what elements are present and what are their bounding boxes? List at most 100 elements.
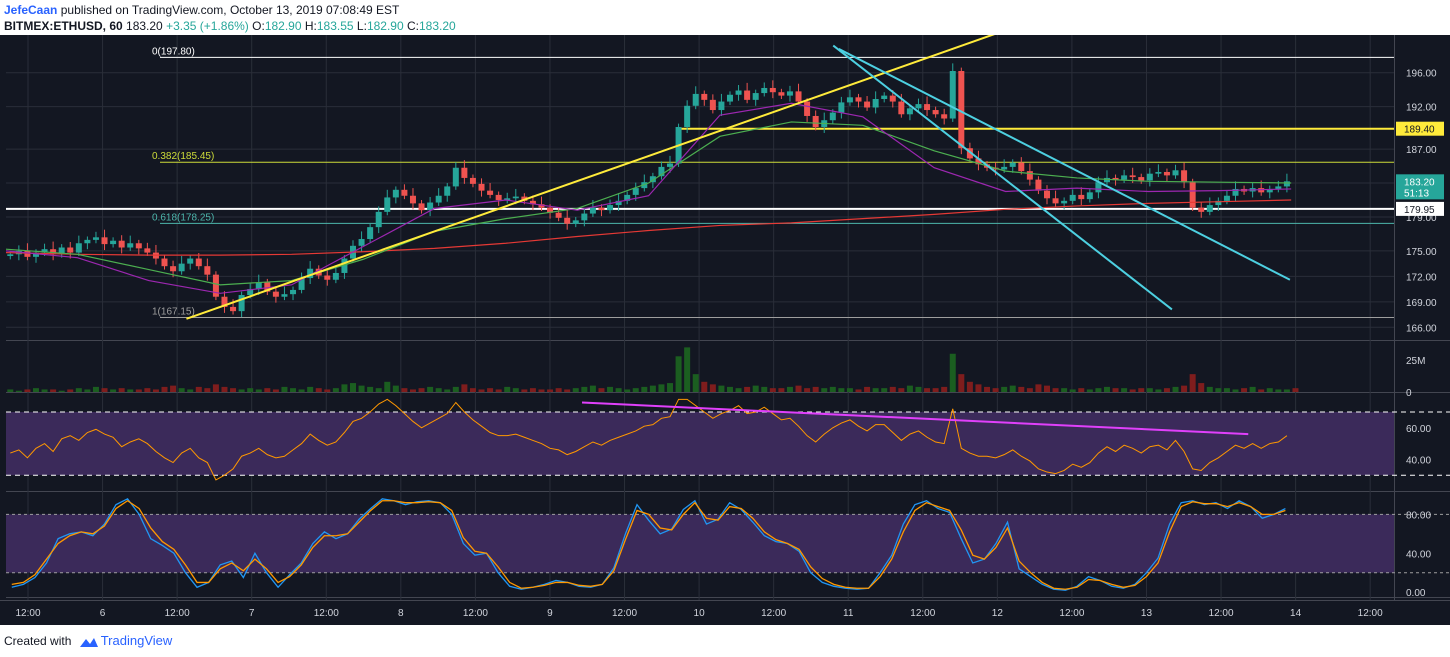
- candle-body: [367, 227, 374, 240]
- candle-body: [1018, 162, 1025, 172]
- candle-body: [1146, 173, 1153, 181]
- candle-body: [495, 194, 502, 200]
- fib-level-label: 0(197.80): [152, 46, 195, 57]
- stoch-band: [6, 514, 1394, 573]
- volume-bar: [435, 388, 442, 392]
- volume-bar: [838, 388, 845, 392]
- candle-body: [795, 91, 802, 102]
- candle-body: [692, 93, 699, 106]
- candle-body: [384, 197, 391, 212]
- volume-bar: [478, 389, 485, 392]
- candle-body: [272, 291, 279, 297]
- volume-bar: [92, 386, 99, 392]
- candle-body: [607, 205, 614, 211]
- volume-bar: [427, 386, 434, 392]
- tradingview-brand-link[interactable]: TradingView: [100, 633, 173, 648]
- volume-bar: [118, 388, 125, 392]
- volume-bar: [855, 389, 862, 392]
- volume-bar: [632, 388, 639, 392]
- candle-body: [58, 247, 65, 255]
- candle-body: [906, 108, 913, 115]
- close-value: 183.20: [418, 19, 456, 33]
- volume-bar: [547, 389, 554, 392]
- time-axis-label: 12:00: [612, 608, 637, 619]
- candle-body: [221, 296, 228, 307]
- volume-bar: [1232, 389, 1239, 392]
- volume-bar: [692, 374, 699, 392]
- candle-body: [846, 97, 853, 103]
- price-axis-marker-label: 179.95: [1404, 205, 1435, 216]
- volume-axis-tick: 25M: [1406, 356, 1425, 367]
- candle-body: [144, 248, 151, 253]
- trendline: [838, 48, 1291, 281]
- volume-bar: [881, 388, 888, 392]
- candle-body: [298, 278, 305, 290]
- candle-body: [529, 200, 536, 205]
- candle-body: [324, 275, 331, 280]
- volume-bar: [247, 388, 254, 392]
- volume-bar: [358, 385, 365, 392]
- price-axis-marker: [1396, 185, 1444, 200]
- volume-bar: [778, 388, 785, 392]
- author-link[interactable]: JefeCaan: [4, 3, 58, 17]
- volume-bar: [350, 383, 356, 392]
- volume-bar: [675, 356, 682, 392]
- volume-bar: [786, 386, 793, 392]
- price-axis-marker: [1396, 121, 1444, 136]
- chart-canvas[interactable]: 12:00 6 12:00 7 12:00 8 12:00 9 12:00 10 12:00 11 12…: [0, 35, 1450, 625]
- high-label: H:: [304, 19, 317, 33]
- price-axis-tick: 192.00: [1406, 103, 1437, 114]
- volume-bar: [461, 384, 468, 392]
- close-label: C:: [406, 19, 419, 33]
- candle-body: [658, 166, 665, 177]
- price-axis-tick: 172.00: [1406, 272, 1437, 283]
- candle-body: [435, 195, 442, 203]
- volume-bar: [958, 374, 965, 392]
- volume-bar: [966, 381, 973, 392]
- volume-bar: [1129, 389, 1136, 392]
- rsi-line: [10, 398, 1288, 481]
- rsi-axis-tick: 40.00: [1406, 455, 1431, 466]
- candle-body: [864, 101, 871, 108]
- price-axis-tick: 187.00: [1406, 145, 1437, 156]
- candle-body: [1001, 166, 1008, 170]
- volume-bar: [752, 385, 759, 392]
- candle-body: [898, 101, 905, 115]
- volume-bar: [444, 389, 451, 392]
- moving-average-line: [5, 199, 1292, 256]
- price-axis-tick: 169.00: [1406, 298, 1437, 309]
- candle-body: [161, 258, 168, 267]
- volume-bar: [187, 389, 194, 392]
- candle-body: [684, 105, 691, 128]
- volume-bar: [872, 388, 879, 392]
- candle-body: [1009, 162, 1016, 167]
- rsi-axis-tick: 60.00: [1406, 424, 1431, 435]
- publish-info: JefeCaan published on TradingView.com, O…: [4, 3, 399, 17]
- candle-body: [427, 202, 434, 211]
- volume-bar: [238, 389, 245, 392]
- volume-bar: [1258, 389, 1265, 392]
- time-axis-label: 12:00: [1209, 608, 1234, 619]
- time-axis-label: 8: [398, 608, 404, 619]
- volume-bar: [272, 389, 279, 392]
- volume-bar: [221, 386, 228, 392]
- volume-bar: [564, 389, 571, 392]
- candle-body: [555, 212, 562, 218]
- last-price: 183.20: [126, 19, 163, 33]
- candle-body: [752, 93, 759, 100]
- volume-bar: [1035, 384, 1042, 392]
- candle-body: [958, 71, 965, 149]
- candle-body: [75, 243, 82, 253]
- candle-body: [50, 249, 57, 255]
- low-label: L:: [356, 19, 367, 33]
- time-axis-label: 12:00: [314, 608, 339, 619]
- candle-body: [392, 189, 399, 198]
- time-axis-label: 11: [843, 608, 854, 619]
- symbol-info: BITMEX:ETHUSD, 60 183.20 +3.35 (+1.86%) …: [4, 19, 456, 33]
- candle-body: [1215, 200, 1222, 206]
- volume-bar: [572, 388, 579, 392]
- candle-body: [238, 295, 245, 312]
- candle-body: [469, 177, 476, 184]
- volume-bar: [67, 389, 74, 392]
- volume-bar: [718, 385, 725, 392]
